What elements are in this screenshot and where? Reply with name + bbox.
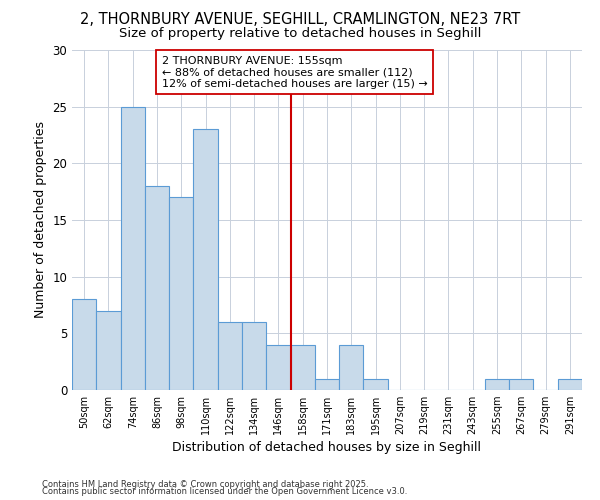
Bar: [145, 186, 169, 390]
Text: Contains public sector information licensed under the Open Government Licence v3: Contains public sector information licen…: [42, 487, 407, 496]
Bar: [558, 378, 582, 390]
Bar: [339, 344, 364, 390]
X-axis label: Distribution of detached houses by size in Seghill: Distribution of detached houses by size …: [173, 442, 482, 454]
Bar: [315, 378, 339, 390]
Bar: [96, 310, 121, 390]
Text: 2, THORNBURY AVENUE, SEGHILL, CRAMLINGTON, NE23 7RT: 2, THORNBURY AVENUE, SEGHILL, CRAMLINGTO…: [80, 12, 520, 28]
Bar: [218, 322, 242, 390]
Bar: [485, 378, 509, 390]
Text: Size of property relative to detached houses in Seghill: Size of property relative to detached ho…: [119, 28, 481, 40]
Bar: [193, 130, 218, 390]
Text: Contains HM Land Registry data © Crown copyright and database right 2025.: Contains HM Land Registry data © Crown c…: [42, 480, 368, 489]
Bar: [509, 378, 533, 390]
Bar: [72, 300, 96, 390]
Bar: [121, 106, 145, 390]
Text: 2 THORNBURY AVENUE: 155sqm
← 88% of detached houses are smaller (112)
12% of sem: 2 THORNBURY AVENUE: 155sqm ← 88% of deta…: [162, 56, 428, 89]
Bar: [169, 198, 193, 390]
Bar: [364, 378, 388, 390]
Y-axis label: Number of detached properties: Number of detached properties: [34, 122, 47, 318]
Bar: [242, 322, 266, 390]
Bar: [290, 344, 315, 390]
Bar: [266, 344, 290, 390]
